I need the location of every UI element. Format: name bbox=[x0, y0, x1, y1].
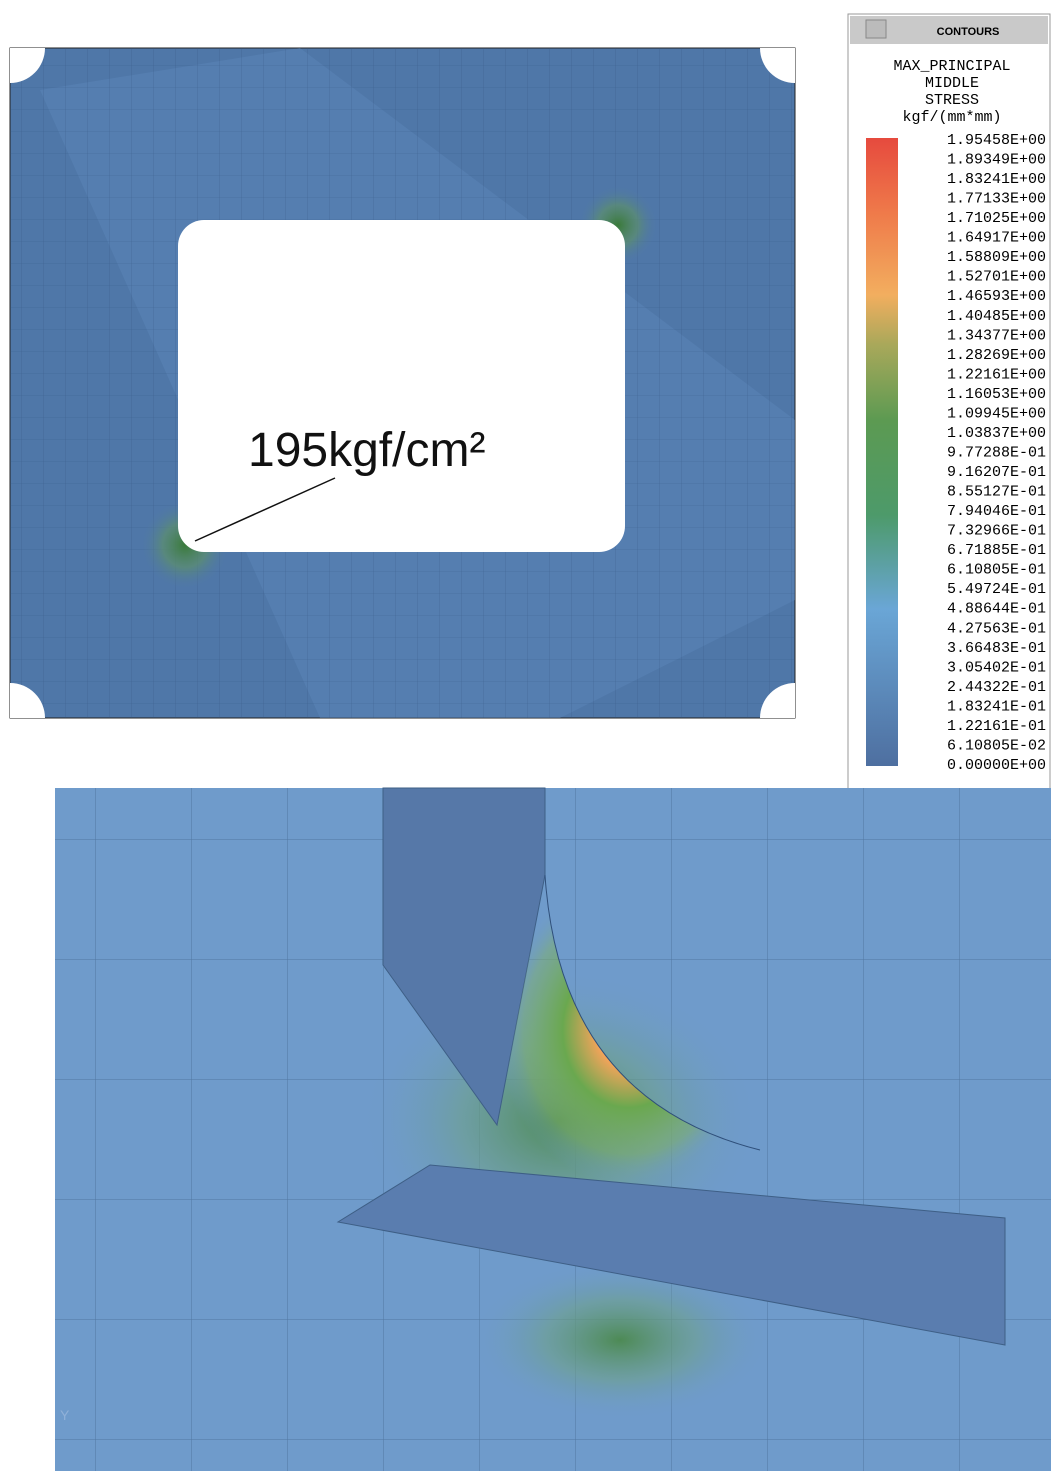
page: 195kgf/cm² CONTOURS MAX_PRINCIPALMIDDLES… bbox=[0, 0, 1051, 1471]
legend-header: kgf/(mm*mm) bbox=[902, 109, 1001, 126]
legend-header: STRESS bbox=[925, 92, 979, 109]
legend-level: 1.03837E+00 bbox=[947, 425, 1046, 442]
legend-level: 9.77288E-01 bbox=[947, 444, 1046, 461]
legend-level: 6.10805E-01 bbox=[947, 562, 1046, 579]
annotation: 195kgf/cm² bbox=[248, 424, 485, 477]
legend-level: 1.40485E+00 bbox=[947, 308, 1046, 325]
legend-level: 1.28269E+00 bbox=[947, 347, 1046, 364]
color-bar bbox=[866, 138, 898, 766]
legend-level: 1.22161E+00 bbox=[947, 366, 1046, 383]
opening bbox=[178, 220, 625, 552]
legend-level: 6.10805E-02 bbox=[947, 737, 1046, 754]
legend-level: 1.71025E+00 bbox=[947, 210, 1046, 227]
plate-view: 195kgf/cm² bbox=[10, 48, 795, 718]
legend-level: 6.71885E-01 bbox=[947, 542, 1046, 559]
legend-level: 1.09945E+00 bbox=[947, 405, 1046, 422]
legend-level: 8.55127E-01 bbox=[947, 484, 1046, 501]
legend-level: 1.52701E+00 bbox=[947, 269, 1046, 286]
legend-level: 1.95458E+00 bbox=[947, 132, 1046, 149]
axis-label: Y bbox=[60, 1407, 70, 1423]
window-title: CONTOURS bbox=[937, 26, 1000, 38]
legend-level: 4.27563E-01 bbox=[947, 620, 1046, 637]
detail-view: Y bbox=[55, 788, 1051, 1471]
legend-level: 1.46593E+00 bbox=[947, 288, 1046, 305]
legend-level: 1.83241E+00 bbox=[947, 171, 1046, 188]
legend-level: 0.00000E+00 bbox=[947, 757, 1046, 774]
legend-level: 3.05402E-01 bbox=[947, 659, 1046, 676]
legend-header: MIDDLE bbox=[925, 75, 979, 92]
legend-level: 1.16053E+00 bbox=[947, 386, 1046, 403]
legend-header: MAX_PRINCIPAL bbox=[893, 58, 1010, 75]
legend-level: 7.32966E-01 bbox=[947, 523, 1046, 540]
legend-level: 1.64917E+00 bbox=[947, 230, 1046, 247]
legend-level: 1.58809E+00 bbox=[947, 249, 1046, 266]
legend-level: 4.88644E-01 bbox=[947, 601, 1046, 618]
legend-level: 3.66483E-01 bbox=[947, 640, 1046, 657]
legend-level: 7.94046E-01 bbox=[947, 503, 1046, 520]
legend-level: 2.44322E-01 bbox=[947, 679, 1046, 696]
legend-level: 5.49724E-01 bbox=[947, 581, 1046, 598]
legend-level: 1.34377E+00 bbox=[947, 327, 1046, 344]
legend-level: 1.22161E-01 bbox=[947, 718, 1046, 735]
legend: CONTOURS MAX_PRINCIPALMIDDLESTRESSkgf/(m… bbox=[848, 14, 1050, 790]
legend-level: 1.77133E+00 bbox=[947, 191, 1046, 208]
legend-level: 1.83241E-01 bbox=[947, 698, 1046, 715]
legend-level: 9.16207E-01 bbox=[947, 464, 1046, 481]
legend-level: 1.89349E+00 bbox=[947, 152, 1046, 169]
